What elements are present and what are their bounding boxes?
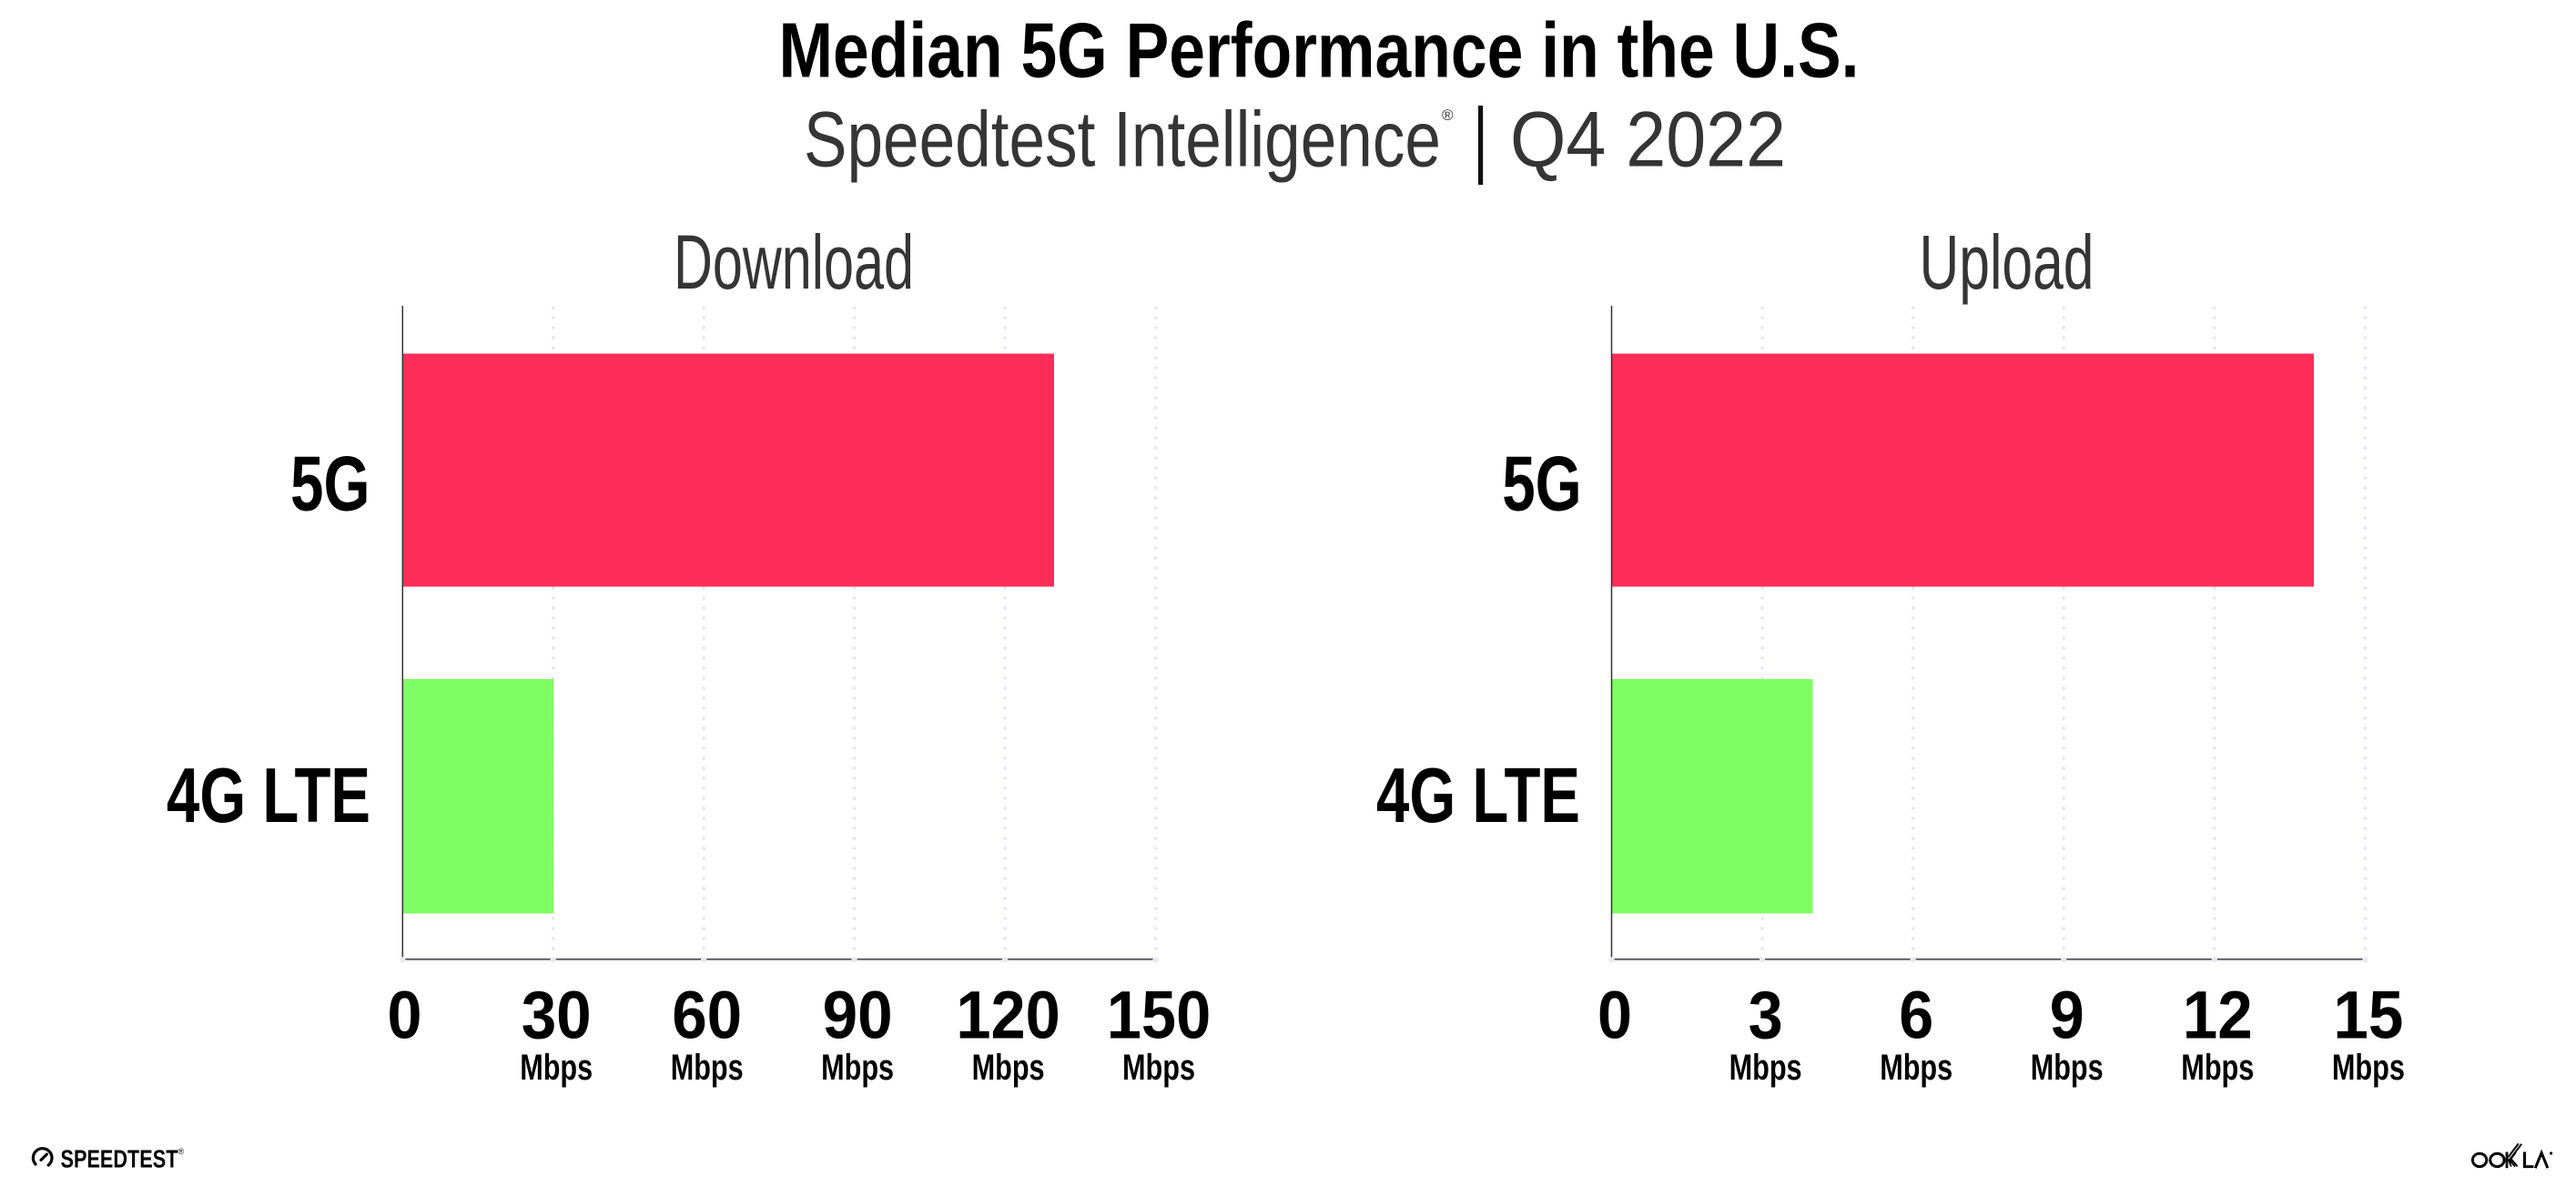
svg-text:Mbps: Mbps — [1122, 1048, 1195, 1088]
svg-text:5G: 5G — [1502, 441, 1582, 528]
svg-text:4G LTE: 4G LTE — [1376, 753, 1580, 839]
svg-text:Q4 2022: Q4 2022 — [1510, 96, 1786, 184]
svg-text:Upload: Upload — [1920, 219, 2094, 305]
svg-text:12: 12 — [2183, 978, 2253, 1053]
svg-text:Mbps: Mbps — [1880, 1048, 1952, 1088]
svg-text:0: 0 — [1597, 978, 1632, 1053]
svg-text:Mbps: Mbps — [671, 1048, 744, 1088]
svg-text:Mbps: Mbps — [2181, 1048, 2254, 1088]
svg-text:4G LTE: 4G LTE — [167, 753, 370, 839]
svg-text:Mbps: Mbps — [520, 1048, 593, 1088]
svg-text:Mbps: Mbps — [972, 1048, 1045, 1088]
svg-text:120: 120 — [956, 978, 1060, 1053]
svg-text:0: 0 — [388, 978, 422, 1053]
svg-text:60: 60 — [672, 978, 742, 1053]
svg-text:30: 30 — [522, 978, 592, 1053]
svg-text:150: 150 — [1107, 978, 1212, 1053]
svg-text:Speedtest Intelligence: Speedtest Intelligence — [804, 96, 1441, 184]
svg-text:90: 90 — [823, 978, 893, 1053]
svg-text:Mbps: Mbps — [2332, 1048, 2405, 1088]
svg-text:Mbps: Mbps — [1729, 1048, 1802, 1088]
svg-text:15: 15 — [2333, 978, 2403, 1053]
svg-text:3: 3 — [1749, 978, 1783, 1053]
svg-text:Mbps: Mbps — [2031, 1048, 2104, 1088]
svg-text:6: 6 — [1899, 978, 1933, 1053]
svg-text:®: ® — [178, 1147, 185, 1156]
svg-text:9: 9 — [2050, 978, 2084, 1053]
svg-text:Mbps: Mbps — [821, 1048, 894, 1088]
svg-text:Download: Download — [674, 219, 914, 305]
svg-text:Median 5G Performance in the U: Median 5G Performance in the U.S. — [779, 8, 1860, 95]
svg-text:SPEEDTEST: SPEEDTEST — [61, 1145, 178, 1173]
svg-text:®: ® — [1442, 107, 1454, 124]
svg-text:5G: 5G — [290, 441, 370, 528]
